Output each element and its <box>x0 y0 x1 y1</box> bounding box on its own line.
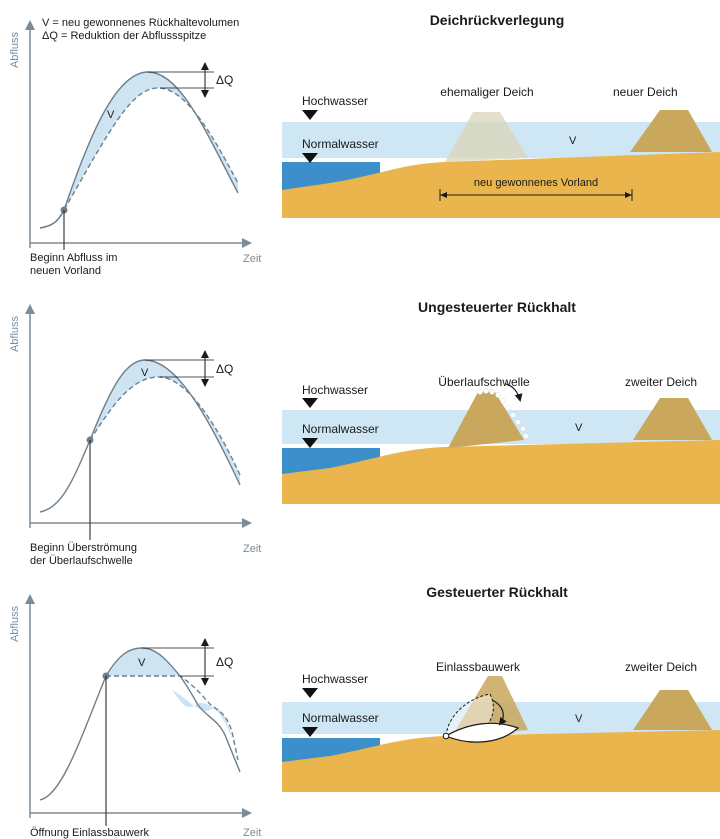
cross-section-2: Ungesteuerter Rückhalt Hochwasser Normal… <box>282 299 720 504</box>
floodplain-arrowhead-left <box>440 192 447 198</box>
gate-rotation-arrow <box>491 699 507 726</box>
retention-area-tail <box>172 690 238 760</box>
hydrograph-2: Abfluss Zeit ΔQ V Beginn Überströmung de… <box>9 304 261 567</box>
former-dike <box>445 112 528 162</box>
overflow-water-dots <box>477 388 529 439</box>
y-axis-label: Abfluss <box>9 605 21 642</box>
high-water-label: Hochwasser <box>302 94 368 108</box>
x-axis-label: Zeit <box>243 827 261 839</box>
normal-water-label: Normalwasser <box>302 711 379 725</box>
overflow-arrow <box>505 383 523 402</box>
caption-line-2: neuen Vorland <box>30 265 101 277</box>
legend-delta-q: ΔQ = Reduktion der Abflussspitze <box>42 30 206 42</box>
caption-line-1: Beginn Abfluss im <box>30 252 117 264</box>
hydrograph-3: Abfluss Zeit ΔQ V Öffnung Einlassbauwerk <box>9 594 261 839</box>
volume-label: V <box>107 109 115 121</box>
inlet-structure <box>452 676 528 736</box>
normal-water-marker <box>302 153 318 163</box>
high-water-label: Hochwasser <box>302 383 368 397</box>
delta-q-label: ΔQ <box>216 655 233 669</box>
structure-label: ehemaliger Deich <box>440 85 533 99</box>
ground <box>282 730 720 792</box>
y-axis-label: Abfluss <box>9 31 21 68</box>
dike-label: zweiter Deich <box>625 375 697 389</box>
dike-label: neuer Deich <box>613 85 678 99</box>
cross-section-3: Gesteuerter Rückhalt Hochwasser Normalwa… <box>282 584 720 792</box>
structure-label: Überlaufschwelle <box>438 375 530 389</box>
high-water-marker <box>302 688 318 698</box>
ground <box>282 440 720 504</box>
caption-line-1: Beginn Überströmung <box>30 542 137 554</box>
floodplain-arrowhead-right <box>625 192 632 198</box>
section-volume-label: V <box>569 135 577 147</box>
normal-water-marker <box>302 438 318 448</box>
panel-title: Gesteuerter Rückhalt <box>426 584 568 600</box>
legend-volume: V = neu gewonnenes Rückhaltevolumen <box>42 17 239 29</box>
panel-3: Abfluss Zeit ΔQ V Öffnung Einlassbauwerk… <box>9 584 720 839</box>
second-dike <box>633 398 712 440</box>
hydrograph-with-measure <box>106 675 239 761</box>
high-water-marker <box>302 398 318 408</box>
hydrograph-without-measure <box>39 647 241 801</box>
volume-label: V <box>141 367 149 379</box>
y-axis-label: Abfluss <box>9 315 21 352</box>
retention-area <box>90 360 240 485</box>
structure-label: Einlassbauwerk <box>436 660 521 674</box>
hydrograph-without-measure <box>39 359 241 513</box>
delta-q-label: ΔQ <box>216 73 233 87</box>
hydrograph-with-measure <box>39 87 239 229</box>
new-dike <box>630 110 712 152</box>
panel-title: Deichrückverlegung <box>430 12 565 28</box>
volume-label: V <box>138 657 146 669</box>
panel-1: Abfluss Zeit ΔQ V Beginn Abfluss im neue… <box>9 12 720 277</box>
gate-hinge <box>442 732 450 740</box>
normal-water-label: Normalwasser <box>302 137 379 151</box>
dike-label: zweiter Deich <box>625 660 697 674</box>
second-dike <box>633 690 712 730</box>
floodplain-label: neu gewonnenes Vorland <box>474 177 598 189</box>
section-volume-label: V <box>575 713 583 725</box>
hydrograph-1: Abfluss Zeit ΔQ V Beginn Abfluss im neue… <box>9 17 261 277</box>
high-water-marker <box>302 110 318 120</box>
ground <box>282 152 720 218</box>
cross-section-1: Deichrückverlegung Hochwasser Normalwass… <box>282 12 720 218</box>
section-volume-label: V <box>575 422 583 434</box>
normal-water-marker <box>302 727 318 737</box>
x-axis-label: Zeit <box>243 253 261 265</box>
panel-2: Abfluss Zeit ΔQ V Beginn Überströmung de… <box>9 299 720 567</box>
gate-closed-position <box>444 722 520 743</box>
normal-water-label: Normalwasser <box>302 422 379 436</box>
delta-q-label: ΔQ <box>216 362 233 376</box>
hydrograph-without-measure <box>39 71 239 229</box>
caption-line-2: der Überlaufschwelle <box>30 555 133 567</box>
caption-line-1: Öffnung Einlassbauwerk <box>30 827 150 839</box>
panel-title: Ungesteuerter Rückhalt <box>418 299 576 315</box>
retention-area-peak <box>106 648 180 676</box>
x-axis-label: Zeit <box>243 543 261 555</box>
high-water-label: Hochwasser <box>302 672 368 686</box>
overflow-weir <box>448 392 524 448</box>
